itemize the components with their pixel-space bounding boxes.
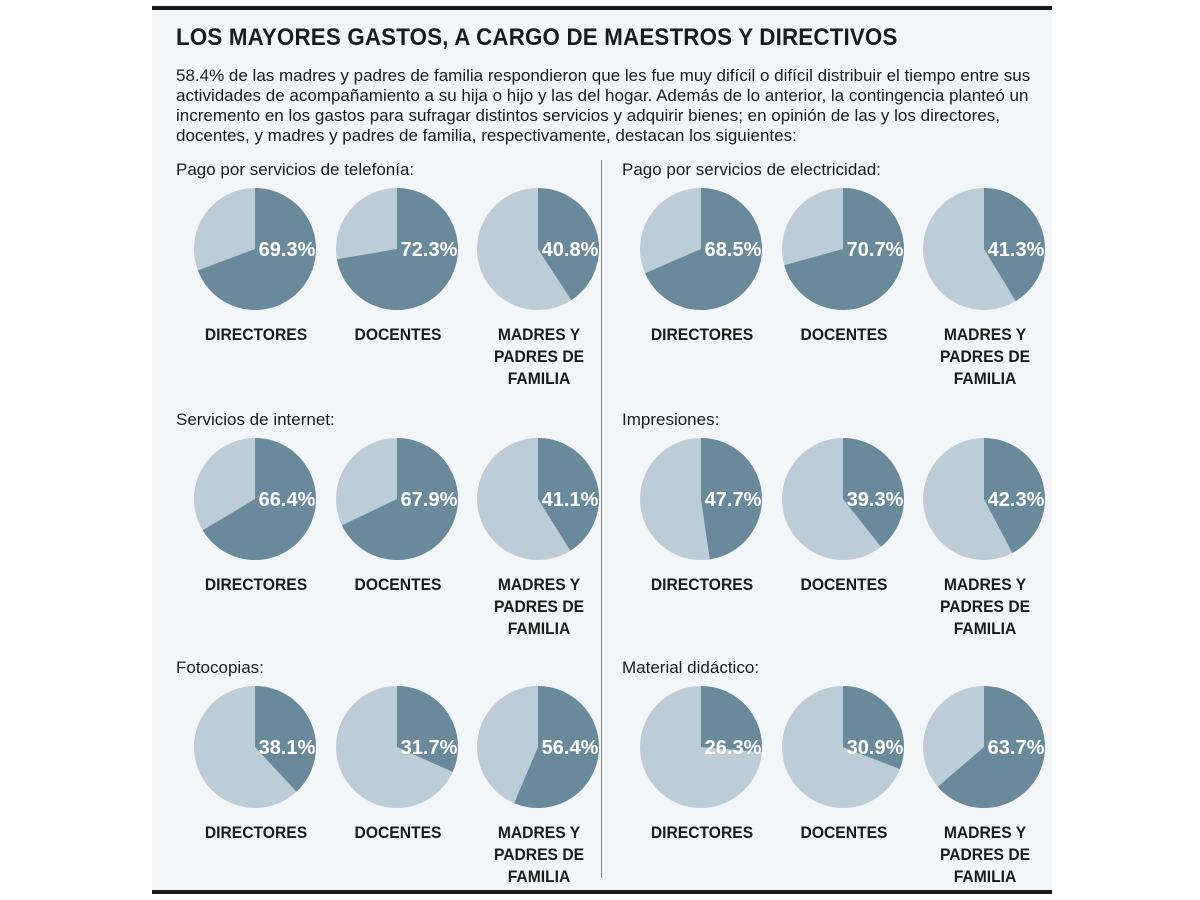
pie-slice-value xyxy=(843,438,905,547)
pie-data-label: 31.7% xyxy=(401,737,458,759)
pie-chart: 41.3% xyxy=(923,188,1045,310)
pie-category-label: MADRES Y PADRES DE FAMILIA xyxy=(493,325,585,388)
pie-slice-value xyxy=(843,686,905,770)
pie-category-label: DIRECTORES xyxy=(650,325,754,344)
pie-data-label: 56.4% xyxy=(542,737,599,759)
pie-slice-value xyxy=(255,686,317,792)
pie-slice-value xyxy=(197,188,317,310)
pie-category-label: MADRES Y PADRES DE FAMILIA xyxy=(939,325,1031,388)
column-divider xyxy=(601,160,602,878)
pie-chart-grid: Pago por servicios de telefonía: 69.3% DIR… xyxy=(152,10,1052,898)
pie-chart: 47.7% xyxy=(640,438,762,560)
pie-chart: 38.1% xyxy=(194,686,317,808)
pie-category-label: DOCENTES xyxy=(800,325,888,344)
pie-category-label: DOCENTES xyxy=(354,823,442,842)
pie-data-label: 41.3% xyxy=(988,239,1045,261)
pie-category-label: DOCENTES xyxy=(354,575,442,594)
pie-data-label: 66.4% xyxy=(259,489,316,511)
pie-category-label: DIRECTORES xyxy=(204,325,308,344)
pie-slice-value xyxy=(514,686,600,808)
pie-data-label: 63.7% xyxy=(988,737,1045,759)
pie-category-label: DIRECTORES xyxy=(204,823,308,842)
pie-category-label: MADRES Y PADRES DE FAMILIA xyxy=(939,575,1031,638)
pie-category-label: MADRES Y PADRES DE FAMILIA xyxy=(939,823,1031,886)
pie-category-label: DIRECTORES xyxy=(650,823,754,842)
pie-slice-value xyxy=(645,188,763,310)
pie-slice-value xyxy=(937,686,1046,808)
pie-chart: 67.9% xyxy=(336,438,458,560)
pie-chart: 42.3% xyxy=(923,438,1045,560)
pie-slice-value xyxy=(341,438,458,560)
pie-data-label: 40.8% xyxy=(542,239,599,261)
pie-chart: 39.3% xyxy=(782,438,905,560)
pie-category-label: DIRECTORES xyxy=(204,575,308,594)
pie-chart: 26.3% xyxy=(640,686,763,808)
pie-category-label: DOCENTES xyxy=(800,575,888,594)
intro-paragraph: 58.4% de las madres y padres de familia … xyxy=(176,66,1031,145)
pie-data-label: 69.3% xyxy=(259,239,316,261)
pie-chart: 69.3% xyxy=(194,188,317,310)
pie-slice-value xyxy=(701,686,763,752)
pie-category-label: DOCENTES xyxy=(800,823,888,842)
pie-chart: 40.8% xyxy=(477,188,600,310)
pie-chart: 66.4% xyxy=(194,438,316,560)
pie-slice-value xyxy=(784,188,904,310)
pie-data-label: 47.7% xyxy=(705,489,762,511)
pie-chart: 31.7% xyxy=(336,686,458,808)
pie-slice-value xyxy=(984,188,1045,302)
page-title: LOS MAYORES GASTOS, A CARGO DE MAESTROS … xyxy=(176,24,898,51)
pie-chart: 63.7% xyxy=(923,686,1046,808)
chart-title: Servicios de internet: xyxy=(176,410,335,429)
pie-data-label: 67.9% xyxy=(401,489,458,511)
pie-data-label: 41.1% xyxy=(542,489,599,511)
pie-slice-value xyxy=(701,438,762,560)
pie-chart: 72.3% xyxy=(336,188,459,310)
pie-chart: 56.4% xyxy=(477,686,600,808)
pie-slice-value xyxy=(538,438,600,551)
pie-slice-value xyxy=(984,438,1045,553)
pie-chart: 70.7% xyxy=(782,188,904,310)
pie-category-label: MADRES Y PADRES DE FAMILIA xyxy=(493,823,585,886)
pie-chart: 68.5% xyxy=(640,188,763,310)
chart-title: Material didáctico: xyxy=(622,658,760,677)
pie-slice-value xyxy=(538,188,600,301)
pie-data-label: 26.3% xyxy=(705,737,762,759)
pie-data-label: 39.3% xyxy=(847,489,904,511)
pie-slice-value xyxy=(202,438,316,560)
pie-category-label: DIRECTORES xyxy=(650,575,754,594)
chart-title: Fotocopias: xyxy=(176,658,264,677)
pie-data-label: 70.7% xyxy=(847,239,904,261)
pie-slice-value xyxy=(336,188,459,310)
pie-category-label: MADRES Y PADRES DE FAMILIA xyxy=(493,575,585,638)
pie-slice-value xyxy=(397,686,458,772)
pie-data-label: 72.3% xyxy=(401,239,458,261)
chart-title: Impresiones: xyxy=(622,410,720,429)
pie-category-label: DOCENTES xyxy=(354,325,442,344)
pie-data-label: 38.1% xyxy=(259,737,316,759)
pie-data-label: 68.5% xyxy=(705,239,762,261)
infographic-panel: LOS MAYORES GASTOS, A CARGO DE MAESTROS … xyxy=(152,6,1052,894)
chart-title: Pago por servicios de electricidad: xyxy=(622,160,881,179)
pie-chart: 30.9% xyxy=(782,686,905,808)
pie-chart: 41.1% xyxy=(477,438,600,560)
pie-data-label: 30.9% xyxy=(847,737,904,759)
pie-data-label: 42.3% xyxy=(988,489,1045,511)
chart-title: Pago por servicios de telefonía: xyxy=(176,160,415,179)
